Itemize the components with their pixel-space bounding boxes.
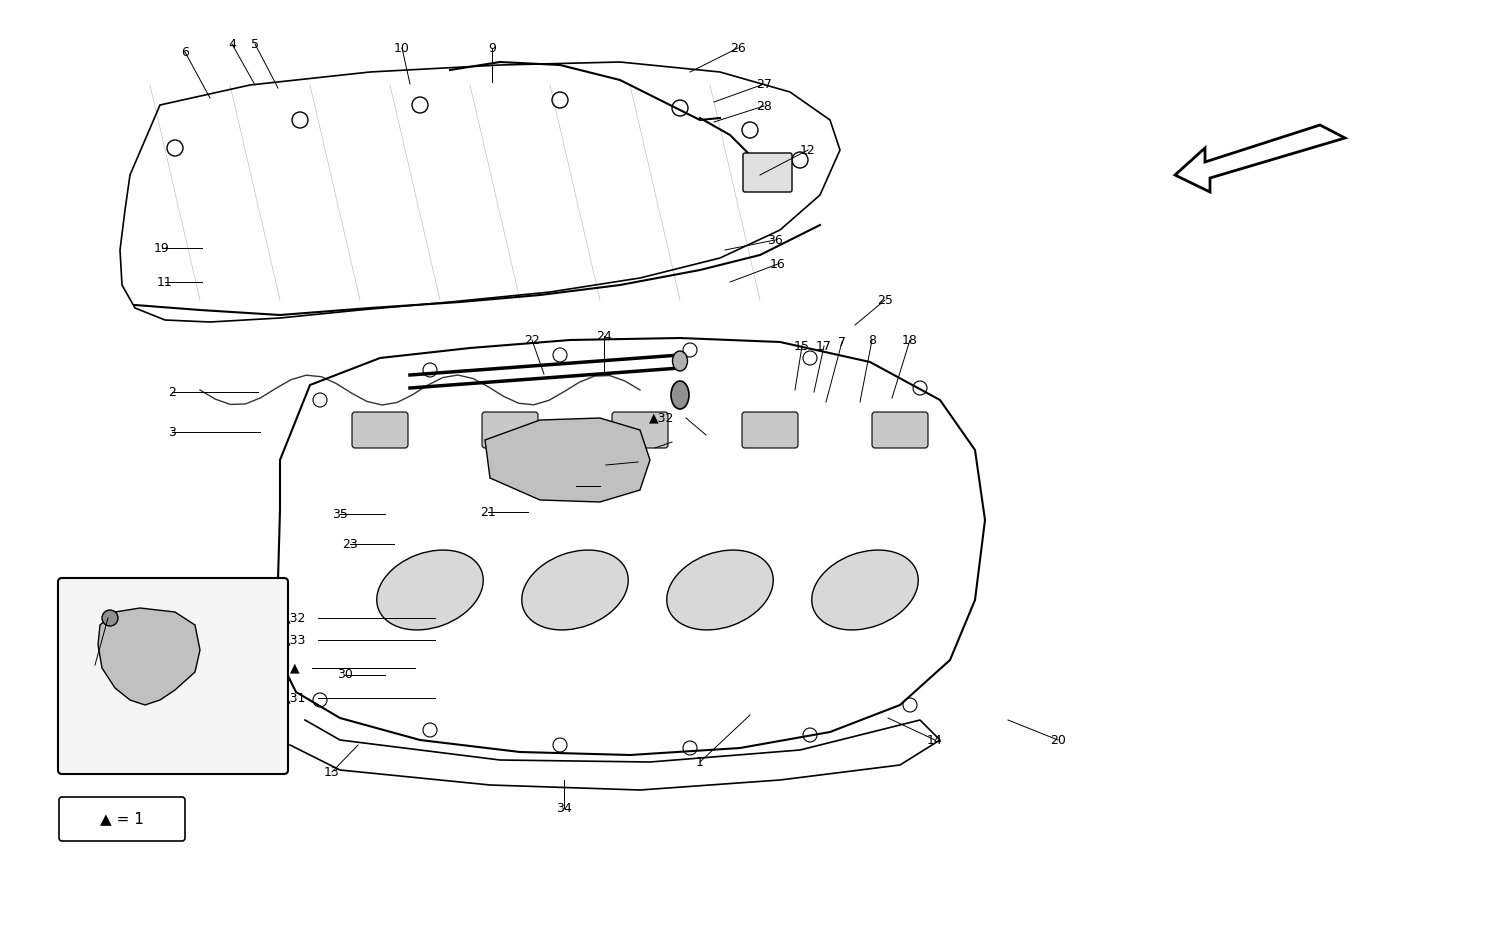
- Text: 9: 9: [488, 42, 496, 54]
- Polygon shape: [484, 418, 650, 502]
- Text: 26: 26: [730, 42, 746, 54]
- Text: 34: 34: [556, 802, 572, 814]
- Text: 24: 24: [596, 330, 612, 343]
- Text: 7: 7: [839, 335, 846, 349]
- Text: 1: 1: [696, 755, 703, 769]
- Circle shape: [102, 610, 118, 626]
- FancyBboxPatch shape: [871, 412, 928, 448]
- Text: 13: 13: [324, 766, 340, 778]
- Text: ▲31: ▲31: [280, 692, 306, 705]
- Text: 35: 35: [332, 507, 348, 521]
- Text: 30: 30: [338, 669, 352, 681]
- Text: 28: 28: [756, 100, 772, 112]
- Text: 17: 17: [816, 339, 833, 352]
- Text: 27: 27: [756, 78, 772, 90]
- Ellipse shape: [670, 381, 688, 409]
- Text: 20: 20: [1050, 733, 1066, 747]
- Text: 16: 16: [770, 257, 786, 271]
- Text: 15: 15: [794, 339, 810, 352]
- FancyBboxPatch shape: [612, 412, 668, 448]
- FancyBboxPatch shape: [742, 153, 792, 192]
- Text: 12: 12: [800, 143, 816, 157]
- Text: 22: 22: [524, 333, 540, 347]
- Text: 5: 5: [251, 37, 260, 50]
- Text: ▲33: ▲33: [280, 634, 306, 647]
- Text: ▲32: ▲32: [648, 411, 674, 425]
- Text: 21: 21: [480, 505, 496, 519]
- Text: 23: 23: [342, 538, 358, 550]
- FancyBboxPatch shape: [742, 412, 798, 448]
- Ellipse shape: [666, 550, 774, 630]
- Text: 19: 19: [154, 241, 170, 255]
- Text: 18: 18: [902, 333, 918, 347]
- Text: 25: 25: [878, 294, 892, 307]
- Text: ▲33: ▲33: [568, 459, 594, 471]
- Text: 4: 4: [228, 37, 236, 50]
- Polygon shape: [98, 608, 200, 705]
- Text: 2: 2: [168, 386, 176, 398]
- Text: 29: 29: [82, 661, 98, 674]
- Text: ▲13: ▲13: [538, 480, 564, 492]
- Text: ▲ = 1: ▲ = 1: [100, 811, 144, 826]
- Text: 36: 36: [766, 234, 783, 246]
- Text: 11: 11: [158, 276, 172, 289]
- Text: 8: 8: [868, 333, 876, 347]
- Ellipse shape: [522, 550, 628, 630]
- Text: 3: 3: [168, 426, 176, 439]
- Text: ▲31: ▲31: [618, 442, 644, 454]
- Text: 14: 14: [927, 733, 944, 747]
- Text: ▲32: ▲32: [280, 612, 306, 624]
- Ellipse shape: [672, 351, 687, 371]
- Ellipse shape: [812, 550, 918, 630]
- Text: ▲: ▲: [291, 661, 300, 674]
- Ellipse shape: [376, 550, 483, 630]
- FancyBboxPatch shape: [58, 578, 288, 774]
- FancyBboxPatch shape: [482, 412, 538, 448]
- Text: 10: 10: [394, 42, 410, 54]
- Text: 6: 6: [182, 46, 189, 59]
- FancyBboxPatch shape: [352, 412, 408, 448]
